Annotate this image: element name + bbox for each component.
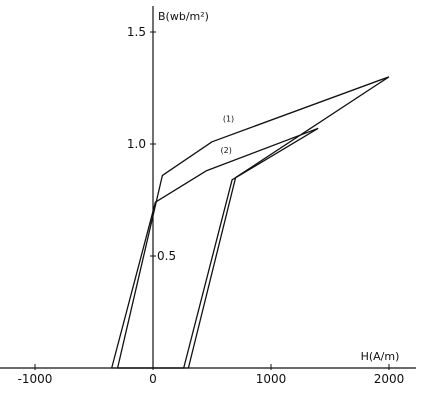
x-tick-label: 2000 xyxy=(374,372,405,386)
y-axis-label: B(wb/m²) xyxy=(158,10,209,23)
y-tick-label: 1.0 xyxy=(127,137,146,151)
x-axis-label: H(A/m) xyxy=(361,350,400,363)
y-tick-label: 1.5 xyxy=(127,25,146,39)
ticks: -1000 0 1000 2000 0.5 1.0 1.5 xyxy=(18,25,405,386)
y-tick-label: 0.5 xyxy=(157,249,176,263)
x-tick-label: -1000 xyxy=(18,372,53,386)
x-tick-label: 0 xyxy=(149,372,157,386)
curve-label-1: (1) xyxy=(223,115,234,124)
axes xyxy=(0,6,416,369)
x-tick-label: 1000 xyxy=(256,372,287,386)
curve-2 xyxy=(111,127,319,369)
series: (1) (2) xyxy=(111,76,390,369)
labels: H(A/m) B(wb/m²) xyxy=(158,10,399,363)
curve-1 xyxy=(116,76,390,369)
curve-label-2: (2) xyxy=(220,146,231,155)
